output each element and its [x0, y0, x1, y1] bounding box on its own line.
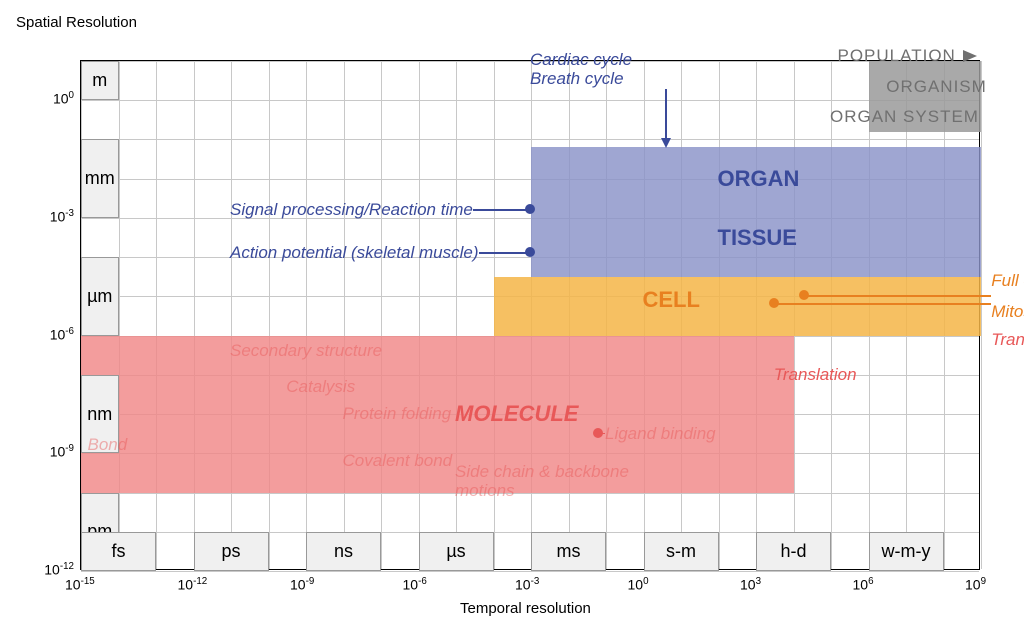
- x-unit-h-d: h-d: [756, 532, 831, 571]
- y-unit-mm: mm: [81, 139, 119, 217]
- x-tick: 109: [965, 576, 986, 593]
- x-tick: 10-3: [515, 576, 539, 593]
- annotation: Full cell cycle: [991, 271, 1024, 291]
- x-unit-s-m: s-m: [644, 532, 719, 571]
- y-unit-m: m: [81, 61, 119, 100]
- annotation: Translation: [774, 365, 857, 385]
- y-tick: 10-6: [50, 326, 74, 343]
- y-unit-µm: µm: [81, 257, 119, 335]
- leader-line: [804, 295, 992, 297]
- leader-line: [774, 303, 992, 305]
- x-unit-µs: µs: [419, 532, 494, 571]
- x-unit-fs: fs: [81, 532, 156, 571]
- annotation: Catalysis: [286, 377, 355, 397]
- grid-line-h: [81, 100, 979, 101]
- annotation: Ligand binding: [605, 424, 716, 444]
- arrow-stem: [665, 89, 667, 141]
- x-tick: 10-9: [290, 576, 314, 593]
- region-label-organism: ORGANISM: [886, 77, 987, 97]
- x-tick: 103: [740, 576, 761, 593]
- grid-line-h: [81, 571, 979, 572]
- region-label-molecule: MOLECULE: [455, 401, 578, 427]
- chart-container: mmmµmnmpmfspsnsµsmss-mh-dw-m-y 10-1510-1…: [10, 10, 1014, 626]
- annotation: Action potential (skeletal muscle): [230, 243, 479, 263]
- y-tick: 100: [53, 90, 74, 107]
- x-axis-title: Temporal resolution: [460, 600, 591, 617]
- x-tick: 10-6: [403, 576, 427, 593]
- region-label-organ-system: ORGAN SYSTEM: [830, 107, 979, 127]
- grid-line-h: [81, 139, 979, 140]
- annotation: Side chain & backbone motions: [455, 463, 635, 500]
- x-tick: 100: [628, 576, 649, 593]
- arrow-down-icon: [661, 138, 671, 148]
- leader-line: [598, 433, 606, 435]
- y-axis-title: Spatial Resolution: [16, 14, 137, 31]
- arrow-right-icon: [963, 50, 977, 62]
- x-unit-w-m-y: w-m-y: [869, 532, 944, 571]
- x-tick: 106: [853, 576, 874, 593]
- x-unit-ps: ps: [194, 532, 269, 571]
- annotation: Secondary structure: [230, 341, 382, 361]
- y-tick: 10-9: [50, 443, 74, 460]
- annotation: Bond: [88, 435, 128, 455]
- region-label-cell: CELL: [643, 287, 700, 313]
- leader-line: [479, 252, 530, 254]
- leader-line: [473, 209, 530, 211]
- annotation: Cardiac cycle: [530, 50, 632, 70]
- y-tick: 10-3: [50, 208, 74, 225]
- annotation: Transcription: [991, 330, 1024, 350]
- x-unit-ms: ms: [531, 532, 606, 571]
- x-tick: 10-15: [65, 576, 95, 593]
- grid-line-v: [981, 61, 982, 569]
- annotation: Protein folding: [343, 404, 452, 424]
- annotation: Signal processing/Reaction time: [230, 200, 473, 220]
- y-tick: 10-12: [44, 561, 74, 578]
- annotation: Breath cycle: [530, 69, 624, 89]
- x-tick: 10-12: [178, 576, 208, 593]
- region-cell: [494, 277, 982, 336]
- region-label-tissue: TISSUE: [718, 225, 797, 251]
- x-unit-ns: ns: [306, 532, 381, 571]
- annotation: Covalent bond: [343, 451, 453, 471]
- annotation: Mitosis: [991, 302, 1024, 322]
- region-label-organ: ORGAN: [718, 166, 800, 192]
- region-label-population: POPULATION: [838, 46, 956, 66]
